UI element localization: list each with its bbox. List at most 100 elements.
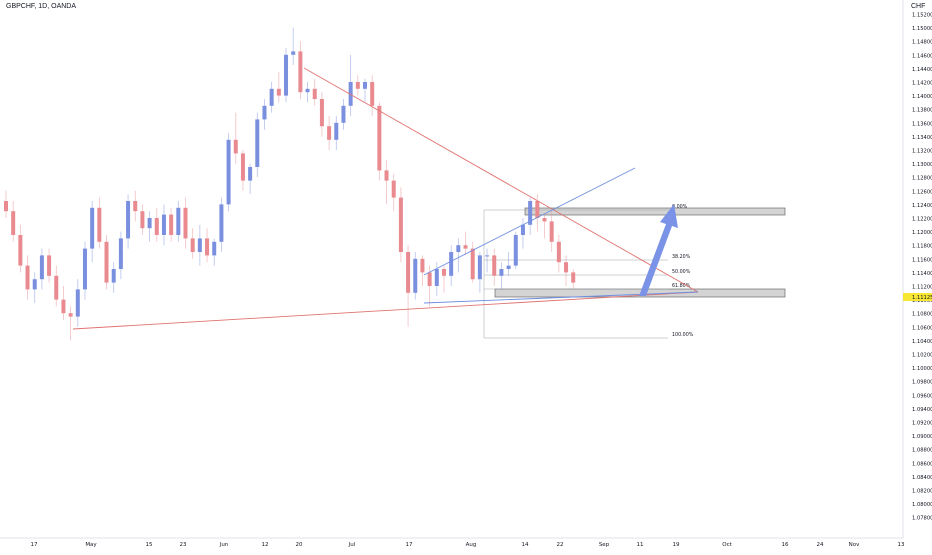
price-tick-label: 1.15200	[912, 13, 932, 19]
candle	[341, 99, 346, 130]
candle	[205, 228, 210, 263]
channel-upper-line[interactable]	[423, 167, 636, 276]
candle-body	[82, 248, 87, 290]
candle-body	[276, 88, 281, 96]
time-tick-label: 12	[262, 542, 269, 548]
time-tick-label: Oct	[722, 542, 732, 548]
price-tick-label: 1.10800	[912, 312, 932, 318]
price-tick-label: 1.11000	[912, 298, 932, 304]
price-tick-label: 1.12600	[912, 189, 932, 195]
candle	[255, 112, 260, 178]
candle	[319, 92, 324, 137]
price-tick-label: 1.07800	[912, 516, 932, 522]
candle	[384, 160, 389, 205]
candle	[312, 78, 317, 106]
candle	[549, 211, 554, 252]
price-tick-label: 1.10000	[912, 366, 932, 372]
candle	[262, 99, 267, 130]
candle-body	[169, 214, 174, 235]
candle-body	[535, 201, 540, 218]
candle	[298, 41, 303, 99]
candle-body	[205, 238, 210, 256]
candle-body	[291, 51, 296, 55]
candle	[348, 54, 353, 116]
candle-body	[176, 207, 181, 235]
candle	[248, 163, 253, 195]
candle-body	[248, 167, 253, 181]
time-tick-label: Sep	[599, 542, 610, 548]
time-tick-label: 15	[146, 542, 153, 548]
candle	[434, 262, 439, 297]
candle	[47, 248, 52, 283]
time-tick-label: Aug	[466, 542, 477, 548]
candle-body	[463, 245, 468, 249]
price-axis[interactable]: 1.15200 1.15000 1.14800 1.14600 1.14400 1.142…	[912, 13, 932, 522]
channel-lower-line[interactable]	[423, 291, 699, 304]
time-tick-label: 19	[673, 542, 680, 548]
candle	[485, 248, 490, 273]
candle	[104, 235, 109, 290]
candle-body	[571, 272, 576, 283]
currency-label: CHF	[911, 3, 926, 10]
candle-body	[449, 252, 454, 276]
candle	[355, 75, 360, 96]
candle	[456, 238, 461, 273]
candle	[327, 116, 332, 150]
price-tick-label: 1.09200	[912, 421, 932, 427]
candle-body	[499, 269, 504, 276]
candle-body	[97, 207, 102, 242]
candle	[54, 265, 59, 307]
time-tick-label: 11	[637, 542, 644, 548]
candle	[32, 272, 37, 303]
candle	[492, 248, 497, 286]
candle	[212, 238, 217, 266]
symbol-title: GBPCHF, 1D, OANDA	[6, 3, 77, 10]
candle-body	[305, 88, 310, 93]
candle	[413, 252, 418, 300]
price-tick-label: 1.12800	[912, 176, 932, 182]
candle-body	[255, 119, 260, 167]
time-tick-label: Jul	[348, 542, 356, 548]
candle	[111, 262, 116, 293]
candle	[334, 116, 339, 150]
candle-body	[377, 105, 382, 171]
candle-body	[506, 265, 511, 269]
price-tick-label: 1.08000	[912, 502, 932, 508]
price-tick-label: 1.14200	[912, 81, 932, 87]
candle	[391, 173, 396, 212]
candle	[61, 286, 66, 320]
candle	[269, 82, 274, 113]
projection-arrow[interactable]	[639, 204, 678, 296]
ascending-trendline[interactable]	[72, 291, 699, 330]
candle	[420, 255, 425, 286]
candle-body	[61, 299, 66, 314]
descending-trendline[interactable]	[303, 67, 699, 293]
time-axis[interactable]: 17 May 15 23 Jun 12 20 Jul 17 Aug 14 22 Sep 11 19 Oct 16…	[31, 542, 905, 548]
resistance-zone[interactable]	[524, 207, 786, 216]
candle	[68, 306, 73, 341]
price-tick-label: 1.08400	[912, 475, 932, 481]
candle	[463, 231, 468, 256]
time-tick-label: 24	[817, 542, 824, 548]
candle	[154, 207, 159, 242]
candle	[219, 197, 224, 252]
candle-body	[348, 82, 353, 106]
candle-body	[564, 262, 569, 273]
candle-body	[398, 197, 403, 252]
time-tick-label: Jun	[219, 542, 229, 548]
candle	[190, 228, 195, 259]
candle-body	[133, 201, 138, 212]
candle-body	[413, 258, 418, 293]
price-tick-label: 1.11600	[912, 257, 932, 263]
candle	[126, 194, 131, 249]
candle	[183, 197, 188, 249]
candle-body	[528, 201, 533, 225]
fib-level-label: 38.20%	[672, 254, 691, 260]
candle-body	[284, 54, 289, 96]
fib-level-label: 100.00%	[672, 332, 694, 338]
candle	[499, 262, 504, 290]
price-tick-label: 1.14400	[912, 67, 932, 73]
candle-body	[32, 279, 37, 290]
